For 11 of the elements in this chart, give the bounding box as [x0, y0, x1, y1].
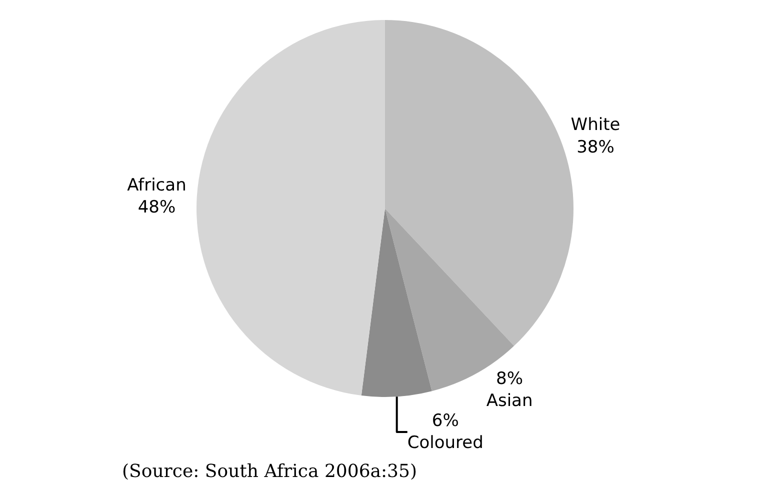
slice-label: African: [127, 176, 186, 196]
text: (Source: South Africa 2006a:35): [122, 461, 417, 482]
data-label: 48%: [138, 198, 176, 218]
data-label: 8%: [496, 368, 524, 389]
data-label: 38%: [576, 137, 614, 158]
slice-label: Asian: [486, 390, 533, 411]
pie-slice: [361, 208, 432, 397]
data-label: 6%: [432, 410, 459, 431]
slice-label: Coloured: [407, 433, 484, 453]
slice-label: White: [570, 115, 620, 136]
pie-slice: [196, 20, 385, 396]
